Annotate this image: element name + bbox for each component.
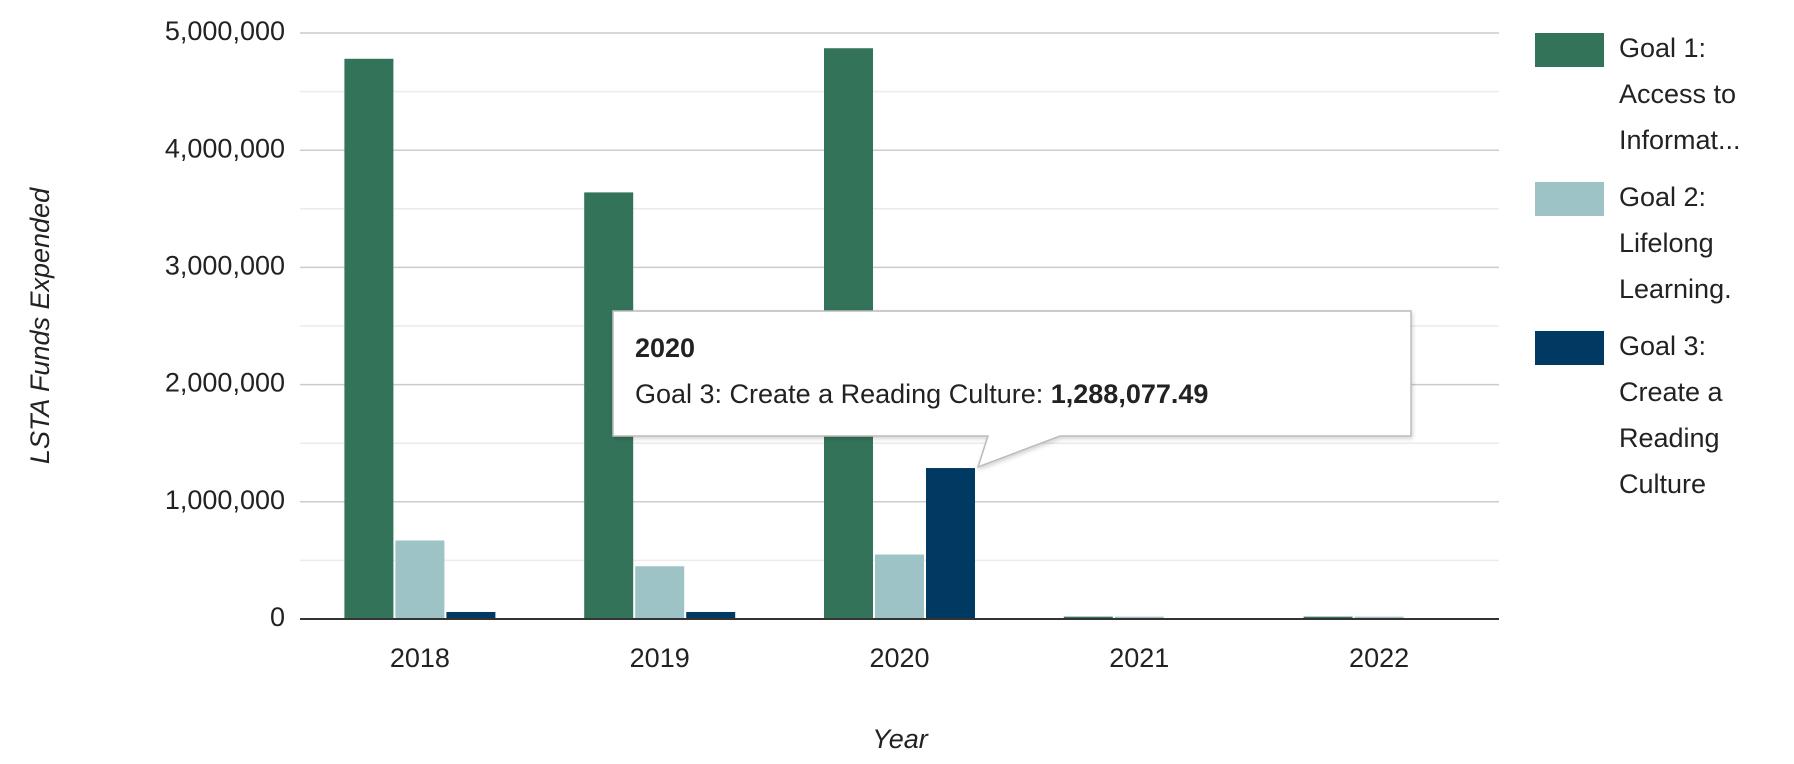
tooltip-title: 2020: [635, 333, 695, 363]
legend: Goal 1: Access to Informat... Goal 2: Lifelo…: [1535, 33, 1741, 499]
x-tick-label: 2022: [1349, 643, 1409, 673]
x-tick-label: 2021: [1109, 643, 1169, 673]
bar: [875, 554, 924, 619]
bar: [926, 468, 975, 619]
x-tick-label: 2020: [869, 643, 929, 673]
bar: [395, 540, 445, 619]
legend-label-line: Goal 3:: [1619, 331, 1706, 361]
legend-label-line: Informat...: [1619, 125, 1741, 155]
tooltip-value: 1,288,077.49: [1051, 379, 1209, 409]
grid: [300, 32, 1499, 562]
legend-label: Goal 3: Create a Reading Culture: [1619, 331, 1724, 499]
y-tick-label: 5,000,000: [165, 16, 285, 46]
x-tick-label: 2018: [390, 643, 450, 673]
bar: [686, 611, 736, 619]
legend-label-line: Reading: [1619, 423, 1720, 453]
bar: [1114, 616, 1164, 619]
bar: [1303, 616, 1353, 619]
legend-swatch: [1535, 33, 1604, 67]
legend-label-line: Culture: [1619, 469, 1706, 499]
bar: [446, 611, 496, 619]
bar: [635, 566, 685, 619]
y-tick-label: 1,000,000: [165, 485, 285, 515]
legend-label-line: Learning.: [1619, 274, 1732, 304]
y-tick-label: 3,000,000: [165, 251, 285, 281]
legend-swatch: [1535, 331, 1604, 365]
x-axis-title: Year: [872, 724, 929, 754]
legend-label-line: Create a: [1619, 377, 1724, 407]
legend-label: Goal 2: Lifelong Learning.: [1619, 182, 1732, 304]
legend-label-line: Lifelong: [1619, 228, 1714, 258]
bar: [1354, 616, 1404, 619]
legend-label-line: Goal 1:: [1619, 33, 1706, 63]
axes: 0 1,000,000 2,000,000 3,000,000 4,000,000 5,0…: [165, 16, 1499, 673]
x-tick-label: 2019: [630, 643, 690, 673]
legend-swatch: [1535, 182, 1604, 216]
bar: [1063, 616, 1113, 619]
tooltip-box: [612, 310, 1412, 469]
bars: [344, 48, 1404, 620]
tooltip-text: Goal 3: Create a Reading Culture: 1,288,…: [635, 379, 1208, 409]
tooltip: 2020 Goal 3: Create a Reading Culture: 1…: [612, 310, 1412, 469]
y-tick-label: 4,000,000: [165, 133, 285, 163]
legend-label-line: Access to: [1619, 79, 1736, 109]
legend-label-line: Goal 2:: [1619, 182, 1706, 212]
legend-label: Goal 1: Access to Informat...: [1619, 33, 1741, 155]
y-tick-label: 2,000,000: [165, 368, 285, 398]
tooltip-series: Goal 3: Create a Reading Culture:: [635, 379, 1043, 409]
y-tick-label: 0: [270, 602, 285, 632]
y-axis-title: LSTA Funds Expended: [25, 187, 55, 464]
bar: [344, 58, 394, 620]
